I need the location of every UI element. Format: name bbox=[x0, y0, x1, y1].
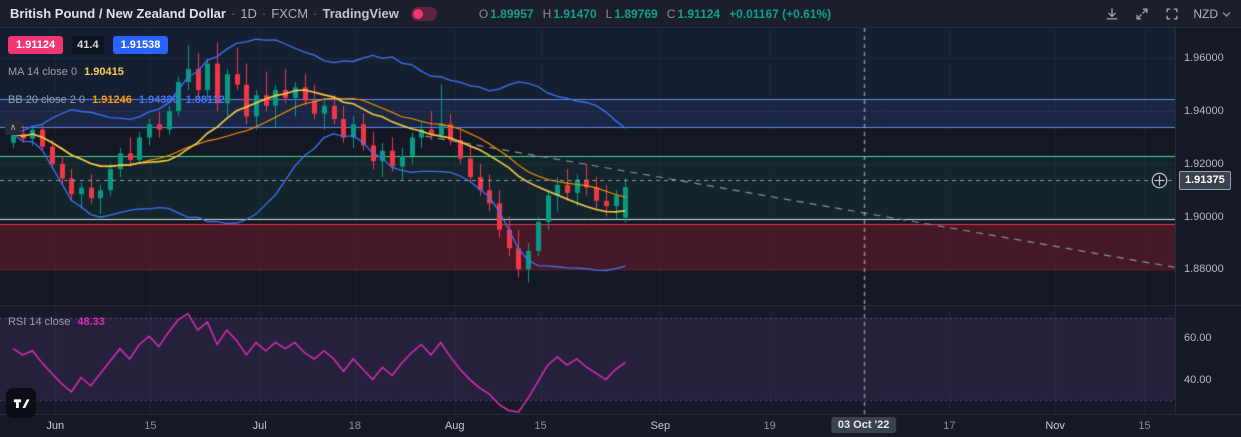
pane-separator bbox=[0, 414, 1241, 415]
fullscreen-icon[interactable] bbox=[1161, 3, 1183, 25]
rsi-indicator-legend[interactable]: RSI 14 close 48.33 bbox=[8, 316, 105, 328]
price-axis-label: 1.96000 bbox=[1184, 52, 1224, 65]
time-axis-label: 15 bbox=[144, 420, 157, 432]
time-axis-label: Jun bbox=[46, 420, 65, 432]
rsi-chart-canvas[interactable] bbox=[0, 306, 1175, 414]
topbar: British Pound / New Zealand Dollar · 1D … bbox=[0, 0, 1241, 28]
time-axis-label: Jul bbox=[252, 420, 267, 432]
open-value: 1.89957 bbox=[490, 6, 534, 21]
ma-value: 1.90415 bbox=[84, 66, 124, 78]
time-axis-label: 15 bbox=[1138, 420, 1151, 432]
bb-label[interactable]: BB 20 close 2 0 bbox=[8, 94, 86, 106]
rsi-axis-label: 60.00 bbox=[1184, 332, 1212, 345]
tradingview-logo[interactable] bbox=[6, 388, 36, 418]
download-icon[interactable] bbox=[1101, 3, 1123, 25]
crosshair-price-badge: 1.91375 bbox=[1179, 171, 1231, 191]
tradingview-link[interactable]: TradingView bbox=[322, 6, 399, 21]
symbol-info: British Pound / New Zealand Dollar · 1D … bbox=[10, 6, 437, 21]
exchange-label: FXCM bbox=[271, 6, 309, 21]
time-axis[interactable]: Jun 15 Jul 18 Aug 15 Sep 19 03 Oct '22 17 Nov 15 bbox=[0, 415, 1241, 437]
time-axis-label: 19 bbox=[763, 420, 776, 432]
sell-price-badge[interactable]: 1.91124 bbox=[8, 36, 64, 54]
price-axis-label: 1.92000 bbox=[1184, 157, 1224, 170]
bb-basis-value: 1.91246 bbox=[92, 94, 132, 106]
symbol-title[interactable]: British Pound / New Zealand Dollar bbox=[10, 6, 226, 21]
timeframe-label[interactable]: 1D bbox=[240, 6, 257, 21]
collapse-chevron-icon[interactable]: ∧ bbox=[5, 120, 21, 135]
pane-separator[interactable] bbox=[0, 305, 1241, 306]
price-axis-label: 1.94000 bbox=[1184, 105, 1224, 118]
crosshair-date-badge: 03 Oct '22 bbox=[830, 417, 897, 433]
buy-price-badge[interactable]: 1.91538 bbox=[112, 36, 169, 54]
low-label: L bbox=[605, 6, 613, 21]
maximize-icon[interactable] bbox=[1131, 3, 1153, 25]
rsi-axis-label: 40.00 bbox=[1184, 373, 1212, 386]
high-label: H bbox=[542, 6, 552, 21]
toggle-knob-icon bbox=[412, 8, 423, 19]
close-value: 1.91124 bbox=[677, 6, 721, 21]
price-axis-label: 1.90000 bbox=[1184, 210, 1224, 223]
ohlc-readout: O 1.89957 H 1.91470 L 1.89769 C 1.91124 +0.0… bbox=[479, 7, 831, 21]
currency-dropdown[interactable]: NZD bbox=[1193, 7, 1231, 21]
separator-dot: · bbox=[261, 6, 267, 21]
spread-value: 41.4 bbox=[72, 36, 104, 54]
price-chart-canvas[interactable] bbox=[0, 28, 1175, 305]
rsi-value: 48.33 bbox=[77, 316, 105, 328]
ma-indicator-legend[interactable]: MA 14 close 0 1.90415 bbox=[8, 66, 124, 78]
time-axis-label: 18 bbox=[348, 420, 361, 432]
buy-sell-widget: 1.91124 41.4 1.91538 bbox=[8, 36, 169, 54]
separator-dot: · bbox=[230, 6, 236, 21]
time-axis-label: Nov bbox=[1045, 420, 1065, 432]
currency-label: NZD bbox=[1193, 6, 1218, 21]
chevron-down-icon bbox=[1222, 11, 1231, 17]
crosshair-target-icon[interactable] bbox=[1150, 171, 1169, 190]
time-axis-label: 17 bbox=[943, 420, 956, 432]
bb-lower-value: 1.88112 bbox=[185, 94, 225, 106]
tv-glyph-icon bbox=[13, 399, 30, 408]
close-label: C bbox=[666, 6, 676, 21]
price-axis-label: 1.88000 bbox=[1184, 263, 1224, 276]
change-value: +0.01167 (+0.61%) bbox=[729, 6, 832, 21]
time-axis-label: 15 bbox=[534, 420, 547, 432]
time-axis-label: Sep bbox=[650, 420, 671, 432]
high-value: 1.91470 bbox=[553, 6, 597, 21]
topbar-actions: NZD bbox=[1093, 3, 1231, 25]
rsi-label[interactable]: RSI 14 close bbox=[8, 316, 71, 328]
toggle-switch[interactable] bbox=[410, 6, 437, 21]
price-axis[interactable]: 1.91375 1.96000 1.94000 1.92000 1.90000 1.88… bbox=[1175, 28, 1241, 415]
time-axis-label: Aug bbox=[444, 420, 465, 432]
bb-indicator-legend[interactable]: BB 20 close 2 0 1.91246 1.94380 1.88112 bbox=[8, 94, 225, 106]
bb-upper-value: 1.94380 bbox=[138, 94, 179, 106]
separator-dot: · bbox=[313, 6, 318, 21]
ma-label[interactable]: MA 14 close 0 bbox=[8, 66, 78, 78]
low-value: 1.89769 bbox=[614, 6, 658, 21]
open-label: O bbox=[478, 6, 489, 21]
